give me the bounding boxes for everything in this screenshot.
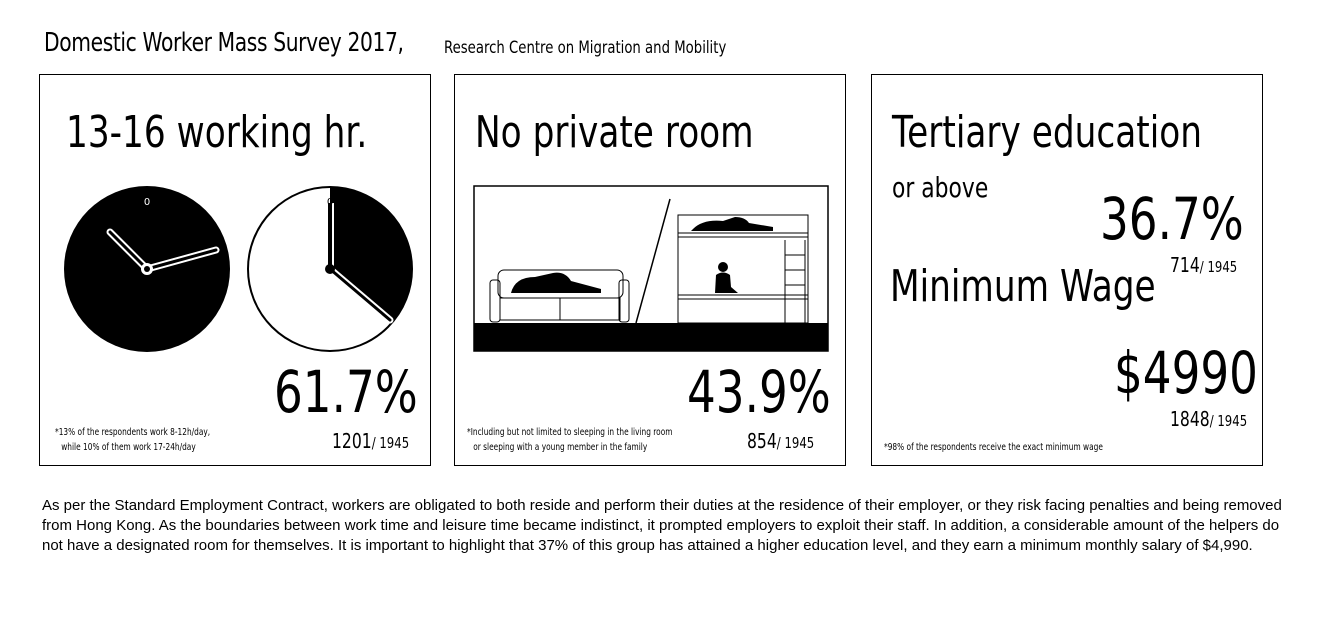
minimum-wage-note: *98% of the respondents receive the exac… [884, 442, 1103, 453]
private-room-fraction: 854/ 1945 [747, 429, 814, 453]
room-illustration [473, 185, 829, 352]
bunk-bed-icon [677, 214, 809, 324]
working-hours-note-line1: *13% of the respondents work 8-12h/day, [55, 427, 211, 438]
page-subtitle: Research Centre on Migration and Mobilit… [444, 38, 727, 58]
child-icon [715, 262, 738, 293]
sofa-icon [489, 269, 630, 323]
working-hours-note-line2: while 10% of them work 17-24h/day [61, 442, 196, 453]
private-room-panel: No private room [454, 74, 846, 466]
working-hours-heading: 13-16 working hr. [66, 107, 368, 158]
minimum-wage-heading: Minimum Wage [890, 261, 1156, 312]
education-wage-panel: Tertiary education or above 36.7% 714/ 1… [871, 74, 1263, 466]
education-fraction: 714/ 1945 [1170, 253, 1237, 277]
private-room-heading: No private room [475, 107, 754, 158]
private-room-count: 854 [747, 429, 777, 453]
page-title: Domestic Worker Mass Survey 2017, [44, 28, 404, 58]
private-room-note-line1: *Including but not limited to sleeping i… [467, 427, 673, 438]
private-room-note-line2: or sleeping with a young member in the f… [473, 442, 648, 453]
minimum-wage-count: 1848 [1170, 407, 1210, 431]
clock-half-icon: 0 [247, 186, 413, 352]
minimum-wage-fraction: 1848/ 1945 [1170, 407, 1247, 431]
sleeping-person-icon [511, 272, 601, 293]
private-room-total: / 1945 [776, 434, 815, 452]
working-hours-count: 1201 [332, 429, 372, 453]
education-total: / 1945 [1199, 258, 1238, 276]
clock-dark-icon: 0 [64, 186, 230, 352]
working-hours-note: *13% of the respondents work 8-12h/day, … [55, 425, 210, 455]
working-hours-total: / 1945 [371, 434, 410, 452]
private-room-note: *Including but not limited to sleeping i… [467, 425, 672, 455]
education-heading: Tertiary education [892, 107, 1203, 158]
working-hours-panel: 13-16 working hr. 0 0 61.7% 1201/ 1945 *… [39, 74, 431, 466]
working-hours-fraction: 1201/ 1945 [332, 429, 409, 453]
private-room-percent: 43.9% [687, 358, 831, 426]
working-hours-percent: 61.7% [274, 358, 418, 426]
education-count: 714 [1170, 253, 1200, 277]
education-subheading: or above [892, 171, 989, 204]
clock1-mark: 0 [144, 197, 150, 208]
clock2-mark: 0 [327, 197, 333, 208]
minimum-wage-total: / 1945 [1209, 412, 1248, 430]
top-bunk-person-icon [691, 217, 773, 231]
body-paragraph-text: As per the Standard Employment Contract,… [42, 497, 1282, 554]
education-percent: 36.7% [1100, 185, 1244, 253]
body-paragraph: As per the Standard Employment Contract,… [42, 496, 1282, 556]
minimum-wage-value: $4990 [1114, 339, 1258, 407]
clocks-illustration: 0 0 [64, 186, 413, 352]
